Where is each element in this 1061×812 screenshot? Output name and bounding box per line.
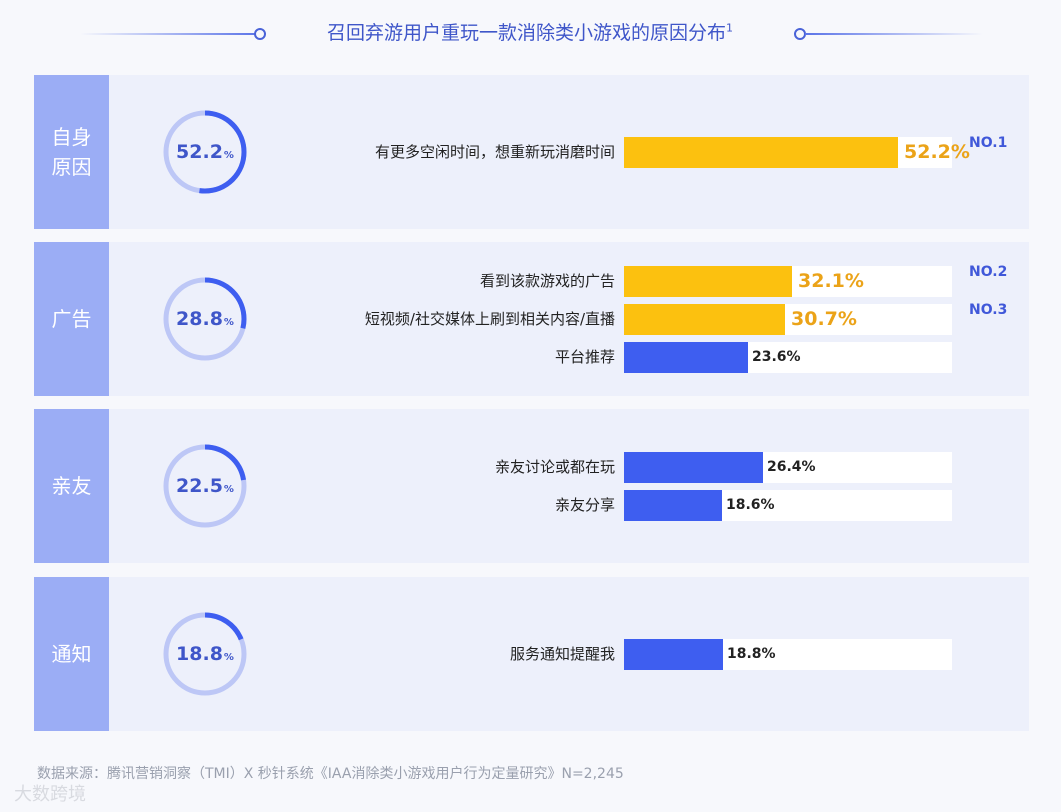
donut-arc <box>163 110 247 194</box>
donut-chart <box>163 277 247 361</box>
bar <box>624 489 722 521</box>
bar-track: 26.4% <box>624 451 952 483</box>
bar <box>624 303 785 335</box>
source-note: 数据来源：腾讯营销洞察（TMI）X 秒针系统《IAA消除类小游戏用户行为定量研究… <box>37 766 624 782</box>
donut-chart <box>163 444 247 528</box>
bar-row: 亲友分享 18.6% <box>34 489 1029 521</box>
bar-label: 亲友讨论或都在玩 <box>494 457 615 476</box>
donut-value-unit: % <box>223 149 234 161</box>
donut-value-unit: % <box>223 651 234 663</box>
bar <box>624 451 763 483</box>
bar-label: 有更多空闲时间，想重新玩消磨时间 <box>374 142 615 161</box>
bar-row: 平台推荐 23.6% <box>34 341 1029 373</box>
category-label: 自身 原因 <box>34 75 109 229</box>
bar-track: 32.1% <box>624 265 952 297</box>
category-donut: 52.2% <box>162 109 248 195</box>
bar-value-label: 52.2% <box>904 140 970 163</box>
bar-label: 亲友分享 <box>554 495 615 514</box>
watermark: 大数跨境 <box>14 784 86 805</box>
bar-value-label: 26.4% <box>767 458 816 475</box>
rank-badge: NO.3 <box>969 301 1008 318</box>
category-donut: 22.5% <box>162 443 248 529</box>
donut-arc <box>163 444 247 528</box>
donut-value-unit: % <box>223 483 234 495</box>
bar-value-label: 18.6% <box>726 496 775 513</box>
bar <box>624 136 898 168</box>
donut-arc <box>163 277 247 361</box>
bar-row: 有更多空闲时间，想重新玩消磨时间 52.2% NO.1 <box>34 134 1029 168</box>
bar-label: 平台推荐 <box>554 347 615 366</box>
donut-arc <box>163 612 247 696</box>
bar <box>624 638 723 670</box>
chart-title-text: 召回弃游用户重玩一款消除类小游戏的原因分布 <box>326 22 726 44</box>
category-label: 广告 <box>34 242 109 396</box>
donut-value: 52.2% <box>162 109 248 195</box>
category-donut: 28.8% <box>162 276 248 362</box>
donut-value-unit: % <box>223 316 234 328</box>
bar <box>624 265 792 297</box>
bar-row: 服务通知提醒我 18.8% <box>34 638 1029 670</box>
bar-track: 52.2% <box>624 136 970 168</box>
category-section: 广告 28.8% 看到该款游戏的广告 32.1% NO.2 短视频/社交媒体上刷到相关内容… <box>34 242 1029 396</box>
bar-track: 18.6% <box>624 489 952 521</box>
bar-track: 23.6% <box>624 341 952 373</box>
donut-value-number: 52.2 <box>176 141 223 163</box>
donut-value-number: 18.8 <box>176 643 223 665</box>
donut-value: 18.8% <box>162 611 248 697</box>
donut-value: 28.8% <box>162 276 248 362</box>
category-label: 亲友 <box>34 409 109 563</box>
category-label: 通知 <box>34 577 109 731</box>
donut-chart <box>163 612 247 696</box>
chart-title: 召回弃游用户重玩一款消除类小游戏的原因分布1 <box>270 18 790 45</box>
bar-value-label: 30.7% <box>791 307 857 330</box>
bar-value-label: 32.1% <box>798 269 864 292</box>
category-donut: 18.8% <box>162 611 248 697</box>
donut-value-number: 28.8 <box>176 308 223 330</box>
bar-label: 短视频/社交媒体上刷到相关内容/直播 <box>364 309 615 328</box>
chart-title-footnote: 1 <box>726 21 733 35</box>
bar-value-label: 18.8% <box>727 645 776 662</box>
category-section: 通知 18.8% 服务通知提醒我 18.8% <box>34 577 1029 731</box>
rank-badge: NO.2 <box>969 263 1008 280</box>
title-decor-line-left <box>80 33 258 35</box>
title-decor-line-right <box>805 33 983 35</box>
bar-label: 看到该款游戏的广告 <box>479 271 615 290</box>
category-section: 自身 原因 52.2% 有更多空闲时间，想重新玩消磨时间 52.2% NO.1 <box>34 75 1029 229</box>
donut-value-number: 22.5 <box>176 475 223 497</box>
donut-value: 22.5% <box>162 443 248 529</box>
donut-chart <box>163 110 247 194</box>
bar-row: 看到该款游戏的广告 32.1% NO.2 <box>34 263 1029 297</box>
chart-title-bar: 召回弃游用户重玩一款消除类小游戏的原因分布1 <box>0 10 1061 56</box>
bar <box>624 341 748 373</box>
bar-value-label: 23.6% <box>752 348 801 365</box>
bar-row: 亲友讨论或都在玩 26.4% <box>34 451 1029 483</box>
rank-badge: NO.1 <box>969 134 1008 151</box>
category-section: 亲友 22.5% 亲友讨论或都在玩 26.4% 亲友分享 18.6% <box>34 409 1029 563</box>
title-decor-dot-left <box>254 28 266 40</box>
bar-track: 30.7% <box>624 303 952 335</box>
bar-track: 18.8% <box>624 638 952 670</box>
bar-row: 短视频/社交媒体上刷到相关内容/直播 30.7% NO.3 <box>34 301 1029 335</box>
bar-label: 服务通知提醒我 <box>509 644 615 663</box>
